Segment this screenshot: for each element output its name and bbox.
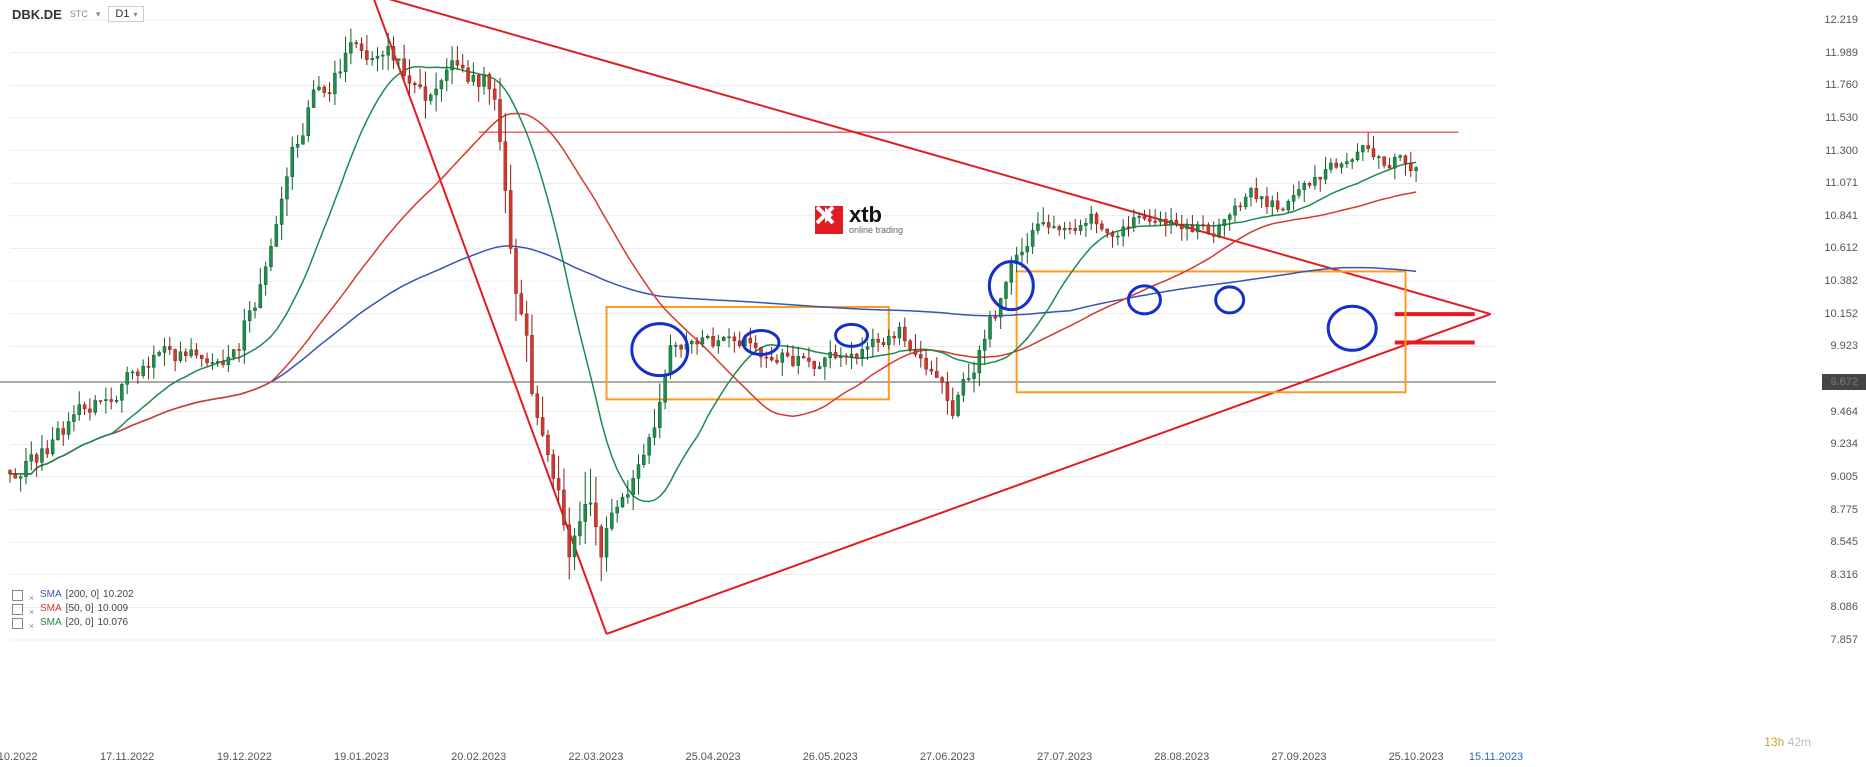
chevron-down-icon[interactable]: ▾ [96, 9, 101, 20]
x-tick: 25.10.2023 [1389, 751, 1444, 763]
symbol-sub: STC [70, 9, 88, 19]
indicator-value: 10.202 [103, 588, 134, 602]
indicator-params: [50, 0] [66, 602, 94, 616]
y-tick: 11.989 [1825, 47, 1858, 59]
indicator-params: [200, 0] [66, 588, 99, 602]
y-tick: 8.086 [1830, 601, 1858, 613]
y-axis: 9.672 12.219 11.989 11.760 11.530 11.300 11.0… [1804, 0, 1866, 640]
x-tick: 20.02.2023 [451, 751, 506, 763]
chart-container: DBK.DE STC ▾ D1 ▾ × SMA [200, 0] 10.202 × SMA… [0, 0, 1866, 767]
y-tick: 8.316 [1830, 569, 1858, 581]
logo-icon [815, 206, 843, 234]
y-tick: 8.775 [1830, 504, 1858, 516]
y-tick: 7.857 [1830, 634, 1858, 646]
symbol-name[interactable]: DBK.DE [12, 7, 62, 22]
x-tick: 25.04.2023 [686, 751, 741, 763]
x-tick: 27.09.2023 [1271, 751, 1326, 763]
watermark-logo: xtb online trading [815, 205, 903, 235]
timeframe-label: D1 [115, 8, 129, 20]
indicator-name: SMA [40, 616, 62, 630]
x-tick: 22.03.2023 [568, 751, 623, 763]
settings-icon[interactable] [12, 618, 23, 629]
y-tick: 10.612 [1824, 242, 1858, 254]
close-icon[interactable]: × [27, 591, 36, 600]
settings-icon[interactable] [12, 604, 23, 615]
indicator-value: 10.076 [97, 616, 128, 630]
indicator-value: 10.009 [97, 602, 128, 616]
indicator-name: SMA [40, 588, 62, 602]
indicator-params: [20, 0] [66, 616, 94, 630]
x-tick: 19.12.2022 [217, 751, 272, 763]
x-axis: 18.10.2022 17.11.2022 19.12.2022 19.01.2023… [0, 747, 1496, 763]
logo-text: xtb [849, 205, 903, 225]
y-tick: 9.234 [1830, 438, 1858, 450]
timeframe-select[interactable]: D1 ▾ [108, 6, 144, 22]
settings-icon[interactable] [12, 590, 23, 601]
indicator-name: SMA [40, 602, 62, 616]
close-icon[interactable]: × [27, 619, 36, 628]
x-tick: 27.06.2023 [920, 751, 975, 763]
indicator-row[interactable]: × SMA [20, 0]10.076 [12, 616, 134, 630]
countdown-timer: 13h 42m [1764, 735, 1811, 749]
timer-hours: 13 [1764, 735, 1777, 749]
close-icon[interactable]: × [27, 605, 36, 614]
y-tick: 11.300 [1825, 145, 1858, 157]
logo-subtext: online trading [849, 225, 903, 235]
symbol-bar: DBK.DE STC ▾ D1 ▾ [12, 6, 144, 22]
y-tick: 11.760 [1825, 79, 1858, 91]
y-tick: 11.530 [1825, 112, 1858, 124]
indicator-legend: × SMA [200, 0] 10.202 × SMA [50, 0]10.009 × SMA [… [12, 588, 134, 630]
chart-svg[interactable] [0, 0, 1866, 767]
timer-minutes: 42 [1788, 735, 1801, 749]
y-tick: 9.923 [1830, 340, 1858, 352]
y-tick: 9.672 [1830, 376, 1858, 388]
y-tick: 10.382 [1824, 275, 1858, 287]
y-tick: 11.071 [1825, 177, 1858, 189]
y-tick: 9.005 [1830, 471, 1858, 483]
y-tick: 10.841 [1824, 210, 1858, 222]
x-tick: 18.10.2022 [0, 751, 38, 763]
y-tick: 8.545 [1830, 536, 1858, 548]
y-tick: 12.219 [1824, 14, 1858, 26]
y-tick: 9.464 [1830, 406, 1858, 418]
x-tick: 28.08.2023 [1154, 751, 1209, 763]
indicator-row[interactable]: × SMA [50, 0]10.009 [12, 602, 134, 616]
x-tick: 19.01.2023 [334, 751, 389, 763]
y-tick: 10.152 [1824, 308, 1858, 320]
x-tick: 27.07.2023 [1037, 751, 1092, 763]
x-tick: 15.11.2023 [1469, 751, 1523, 763]
x-tick: 26.05.2023 [803, 751, 858, 763]
x-tick: 17.11.2022 [100, 751, 154, 763]
indicator-row[interactable]: × SMA [200, 0] 10.202 [12, 588, 134, 602]
chevron-down-icon: ▾ [133, 10, 137, 19]
